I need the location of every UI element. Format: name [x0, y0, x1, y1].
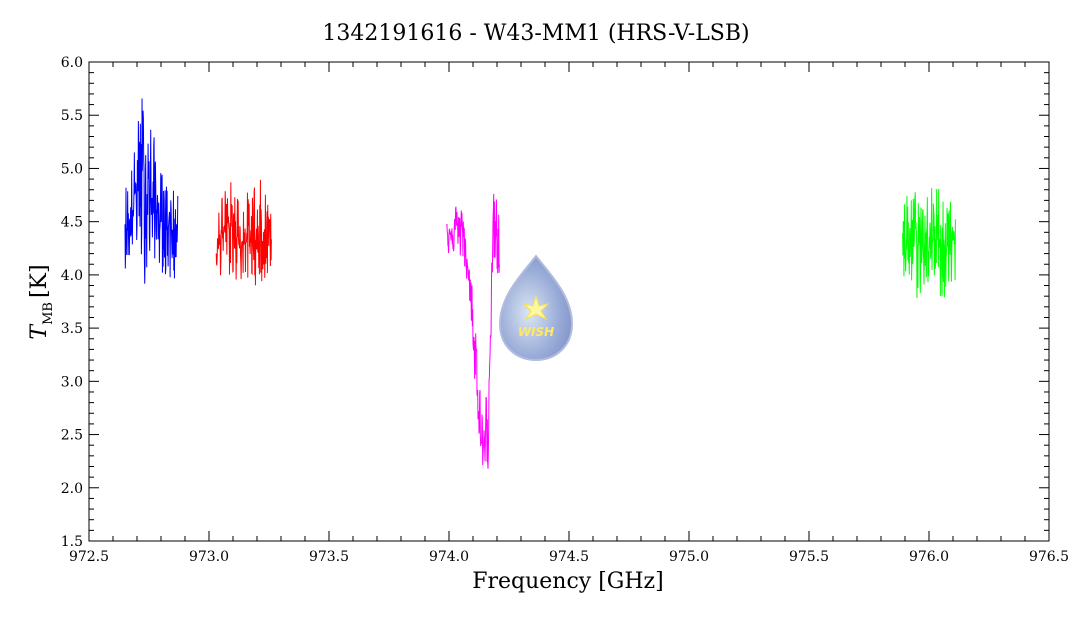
- y-tick-label: 5.5: [61, 108, 83, 124]
- x-tick-label: 974.0: [429, 549, 469, 565]
- y-tick-label: 4.5: [61, 215, 83, 231]
- y-tick-label: 3.5: [61, 321, 83, 337]
- wish-logo: WISH: [498, 254, 574, 362]
- axis-ticks: [88, 61, 1050, 542]
- x-axis-label: Frequency [GHz]: [472, 569, 664, 594]
- y-tick-label: 1.5: [61, 534, 83, 550]
- series-line-4: [902, 188, 956, 298]
- x-tick-label: 972.5: [69, 549, 109, 565]
- x-tick-label: 976.0: [909, 549, 949, 565]
- series-line-2: [215, 179, 272, 286]
- y-tick-labels: 1.5 2.0 2.5 3.0 3.5 4.0 4.5 5.0 5.5 6.0: [61, 55, 83, 550]
- y-axis-label-sub: MB: [41, 302, 56, 325]
- logo-star-icon: [522, 294, 550, 321]
- y-axis-label-main: T: [27, 323, 52, 340]
- y-axis-label: TMB [K]: [27, 264, 56, 339]
- y-tick-label: 5.0: [61, 161, 83, 177]
- x-tick-label: 974.5: [549, 549, 589, 565]
- y-tick-label: 3.0: [61, 374, 83, 390]
- logo-text: WISH: [518, 325, 554, 339]
- y-tick-label: 4.0: [61, 268, 83, 284]
- y-tick-label: 6.0: [61, 55, 83, 71]
- x-tick-labels: 972.5 973.0 973.5 974.0 974.5 975.0 975.5 976.0…: [69, 549, 1069, 565]
- x-tick-label: 973.5: [309, 549, 349, 565]
- x-tick-label: 973.0: [189, 549, 229, 565]
- y-tick-label: 2.5: [61, 428, 83, 444]
- x-tick-label: 975.0: [669, 549, 709, 565]
- series-line-3: [446, 193, 500, 469]
- x-tick-label: 976.5: [1029, 549, 1069, 565]
- plot-frame: [88, 61, 1050, 542]
- chart-title: 1342191616 - W43-MM1 (HRS-V-LSB): [322, 21, 749, 46]
- x-tick-label: 975.5: [789, 549, 829, 565]
- series-line-1: [124, 98, 179, 284]
- series-layer: [124, 98, 956, 469]
- y-axis-label-unit: [K]: [27, 264, 52, 298]
- y-tick-label: 2.0: [61, 481, 83, 497]
- svg-text:TMB[K]: TMB [K]: [27, 264, 56, 339]
